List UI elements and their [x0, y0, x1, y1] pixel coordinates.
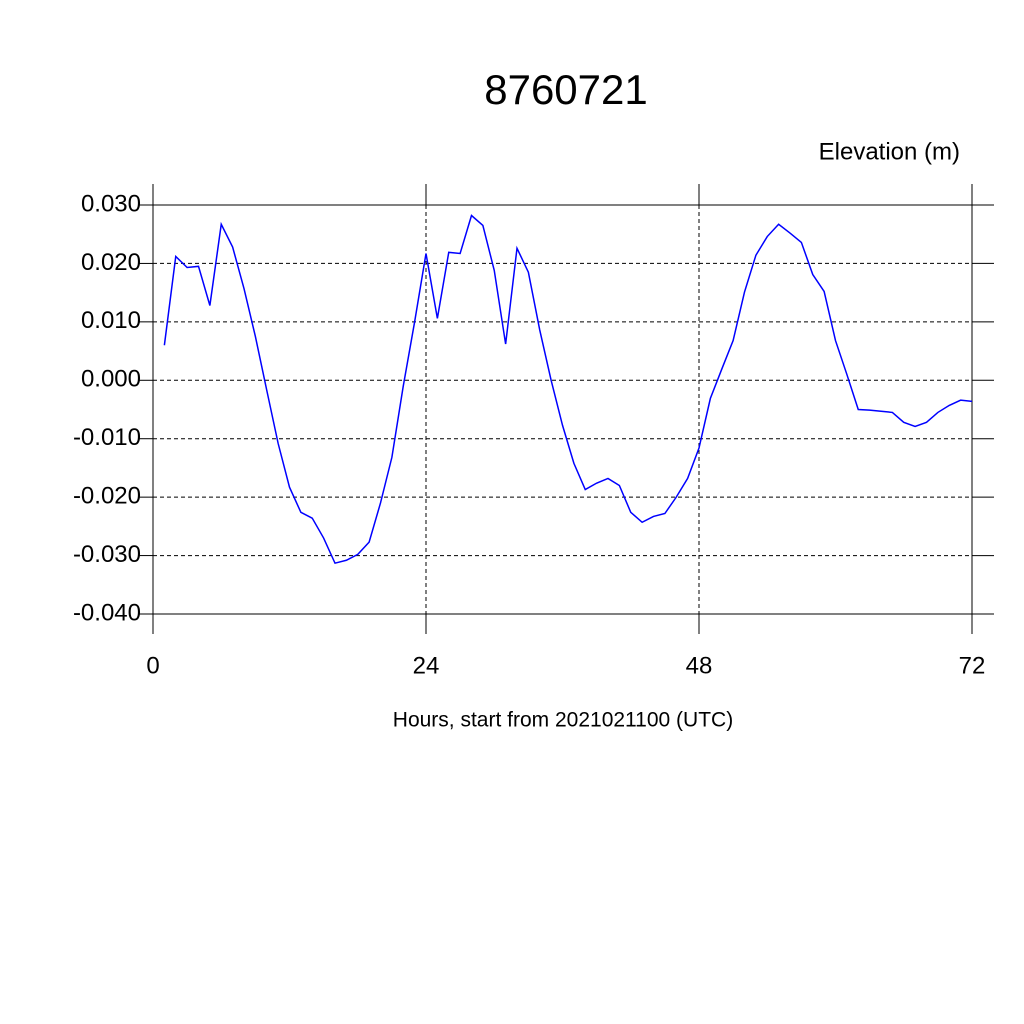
y-tick-label: -0.030 [73, 541, 141, 568]
y-tick-label: 0.030 [81, 190, 141, 217]
x-tick-label: 24 [413, 652, 440, 679]
x-tick-label: 72 [959, 652, 986, 679]
y-tick-label: -0.010 [73, 424, 141, 451]
x-tick-label: 0 [146, 652, 159, 679]
y-axis-label: Elevation (m) [819, 138, 960, 165]
chart-title: 8760721 [484, 66, 648, 113]
y-tick-label: 0.000 [81, 366, 141, 393]
x-axis-label: Hours, start from 2021021100 (UTC) [393, 709, 733, 732]
y-tick-label: 0.010 [81, 307, 141, 334]
plot-frame [152, 204, 973, 615]
data-line [163, 214, 973, 565]
y-tick-label: -0.020 [73, 482, 141, 509]
x-tick-label: 48 [686, 652, 713, 679]
y-tick-label: 0.020 [81, 249, 141, 276]
y-tick-label: -0.040 [73, 599, 141, 626]
